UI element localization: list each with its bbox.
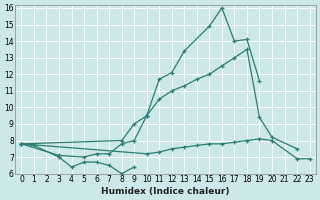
X-axis label: Humidex (Indice chaleur): Humidex (Indice chaleur) [101, 187, 230, 196]
